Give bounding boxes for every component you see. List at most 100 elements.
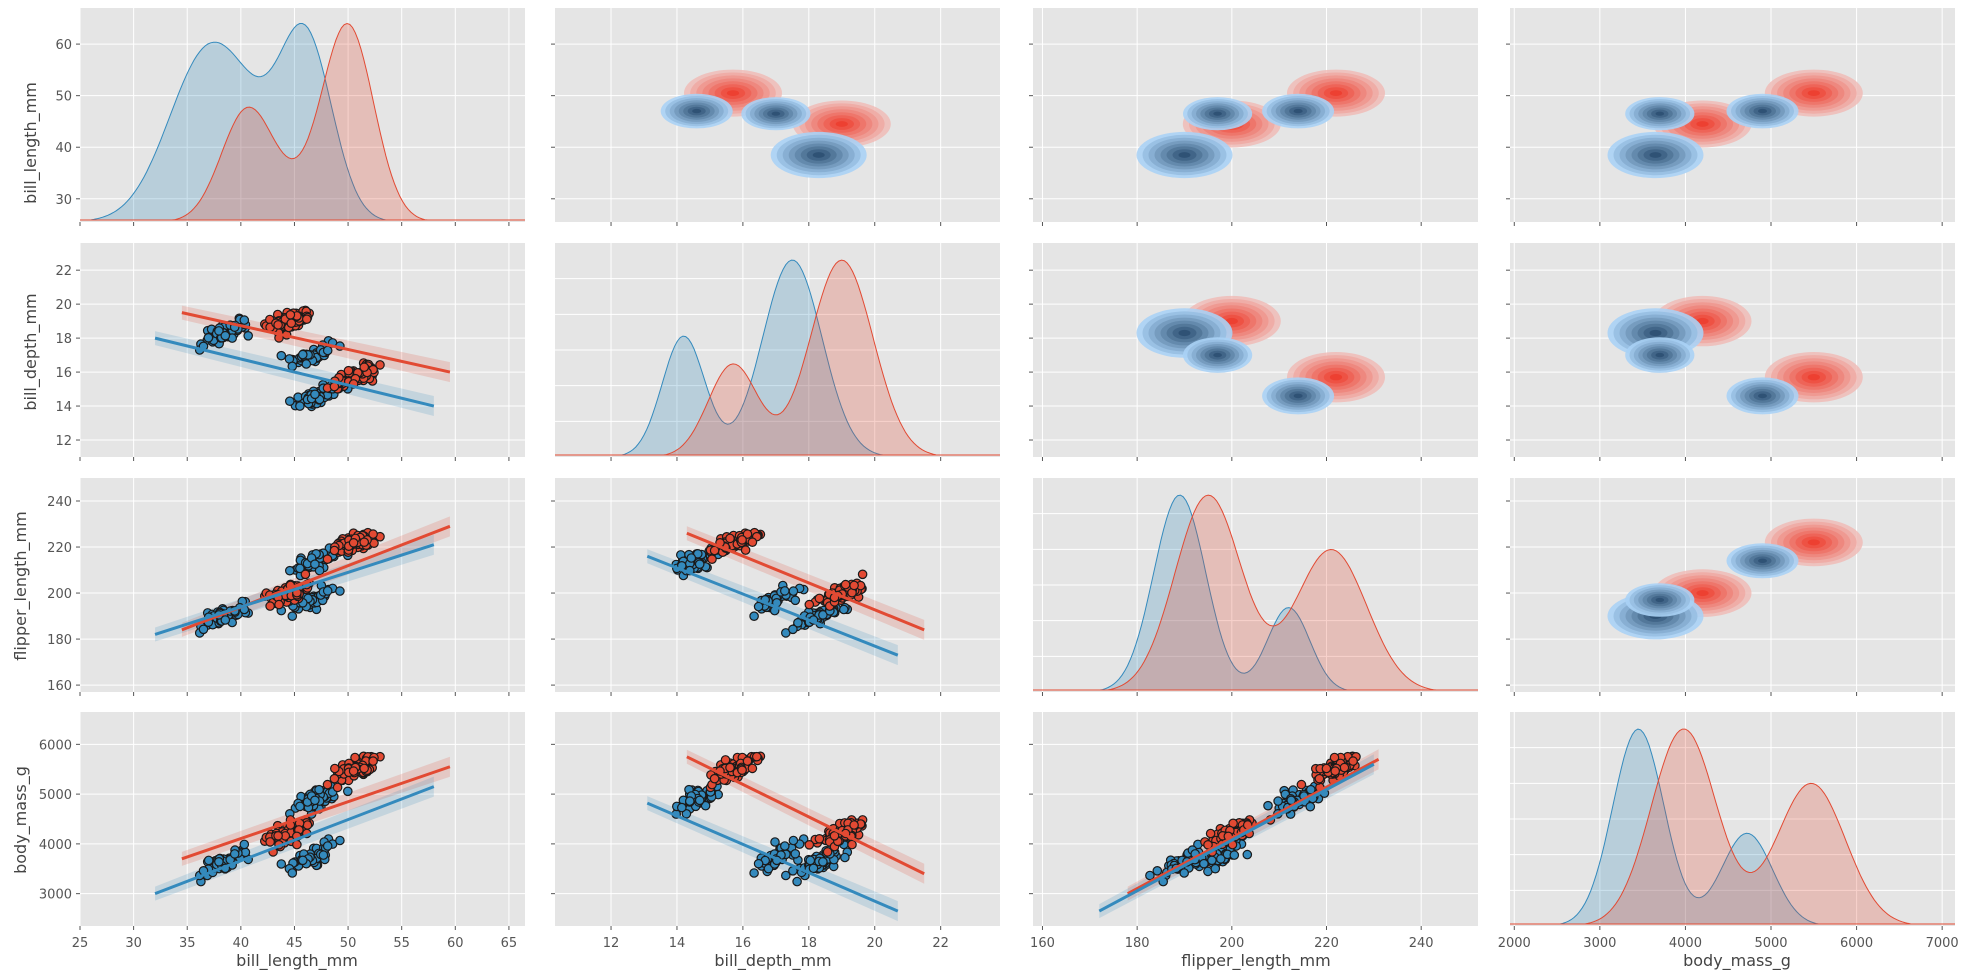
scatter-point <box>343 365 354 376</box>
scatter-point <box>348 766 359 776</box>
regression-line-blue <box>154 543 435 636</box>
scatter-point <box>763 863 774 874</box>
scatter-point <box>329 763 340 774</box>
panel-body-mass-g-vs-bill-depth-mm <box>551 712 1000 930</box>
kde-blue <box>660 93 867 179</box>
scatter-point <box>314 565 325 576</box>
y-tick-label: 4000 <box>39 838 72 853</box>
y-tick-label: 6000 <box>39 738 72 753</box>
density-red <box>555 259 1000 456</box>
density-red <box>1510 728 1955 925</box>
kde-level-blue <box>1213 352 1222 358</box>
scatter-point <box>295 401 305 411</box>
y-tick-label: 160 <box>47 679 72 694</box>
panel-grid <box>76 8 1955 930</box>
x-axis-label-flipper-length: flipper_length_mm <box>1181 951 1330 971</box>
panel-bill-length-mm-vs-body-mass-g <box>1506 8 1955 226</box>
scatter-point <box>265 601 275 611</box>
scatter-point <box>857 569 868 580</box>
scatter-point <box>814 833 825 844</box>
kde-blue <box>1136 93 1335 179</box>
scatter-point <box>322 554 333 564</box>
y-tick-label: 16 <box>55 366 72 381</box>
scatter-point <box>342 786 353 797</box>
x-tick-label: 200 <box>1219 936 1244 951</box>
scatter-point <box>310 559 320 569</box>
kde-level-blue <box>1649 329 1662 337</box>
scatter-point <box>284 565 295 576</box>
kde-level-red <box>835 121 848 127</box>
scatter-point <box>1314 773 1325 784</box>
scatter-point <box>829 830 840 841</box>
kde-level-blue <box>1213 111 1222 116</box>
scatter-point <box>749 868 759 878</box>
scatter-point <box>329 545 340 556</box>
axis-labels: bill_length_mm bill_depth_mm flipper_len… <box>11 82 1791 971</box>
scatter-point <box>322 345 333 356</box>
scatter-point <box>239 315 250 325</box>
scatter-point <box>203 855 214 866</box>
kde-blue <box>1136 308 1335 415</box>
scatter-point <box>1145 870 1155 881</box>
kde-level-red <box>1696 590 1709 597</box>
scatter-point <box>273 320 283 330</box>
y-axis-label-flipper-length: flipper_length_mm <box>11 511 31 660</box>
scatter-point <box>822 847 833 857</box>
kde-blue <box>1607 543 1799 640</box>
scatter-point <box>804 599 815 610</box>
kde-level-blue <box>1649 152 1662 158</box>
x-tick-label: 7000 <box>1926 936 1959 951</box>
scatter-point <box>322 779 333 790</box>
scatter-point <box>1348 756 1358 766</box>
kde-level-blue <box>692 108 702 114</box>
scatter-point <box>779 586 790 596</box>
regression-line-blue <box>1098 762 1375 913</box>
panel-bill-length-mm-vs-bill-length-mm <box>76 8 525 226</box>
x-tick-label: 220 <box>1314 936 1339 951</box>
scatter-point <box>220 330 231 341</box>
x-axis-label-bill-length: bill_length_mm <box>236 951 358 971</box>
panel-bill-depth-mm-vs-bill-length-mm <box>76 243 525 461</box>
regression-line-blue <box>646 801 899 913</box>
kde-level-blue <box>1178 329 1191 337</box>
scatter-point <box>737 535 747 545</box>
y-tick-label: 240 <box>47 495 72 510</box>
scatter-red <box>1200 751 1361 857</box>
scatter-point <box>747 537 758 547</box>
kde-level-red <box>1329 90 1343 96</box>
scatter-point <box>350 752 360 763</box>
kde-blue <box>1607 93 1799 179</box>
scatter-point <box>725 533 735 544</box>
y-axis-label-bill-depth: bill_depth_mm <box>21 293 41 410</box>
x-tick-label: 14 <box>669 936 686 951</box>
scatter-point <box>808 863 819 874</box>
kde-level-red <box>1807 90 1820 96</box>
kde-level-blue <box>1293 393 1303 399</box>
x-tick-label: 6000 <box>1840 936 1873 951</box>
scatter-point <box>287 611 298 621</box>
scatter-point <box>203 332 214 343</box>
kde-level-blue <box>1758 108 1767 114</box>
kde-level-blue <box>1178 152 1191 158</box>
scatter-point <box>284 396 295 406</box>
scatter-point <box>335 835 345 846</box>
scatter-point <box>1330 766 1340 776</box>
panel-body-mass-g-vs-flipper-length-mm <box>1029 712 1478 930</box>
scatter-point <box>742 756 753 766</box>
scatter-blue <box>671 781 853 887</box>
x-tick-label: 55 <box>393 936 410 951</box>
y-tick-label: 200 <box>47 587 72 602</box>
x-tick-label: 35 <box>179 936 196 951</box>
panel-background <box>1510 243 1955 457</box>
x-tick-label: 12 <box>603 936 620 951</box>
scatter-point <box>265 837 275 847</box>
scatter-point <box>686 553 697 563</box>
scatter-point <box>1329 752 1340 763</box>
x-tick-label: 20 <box>866 936 883 951</box>
scatter-point <box>792 876 802 887</box>
regression-line-red <box>686 531 925 632</box>
x-tick-label: 22 <box>932 936 949 951</box>
kde-level-red <box>1225 317 1238 325</box>
scatter-point <box>684 796 695 806</box>
scatter-point <box>747 763 758 774</box>
